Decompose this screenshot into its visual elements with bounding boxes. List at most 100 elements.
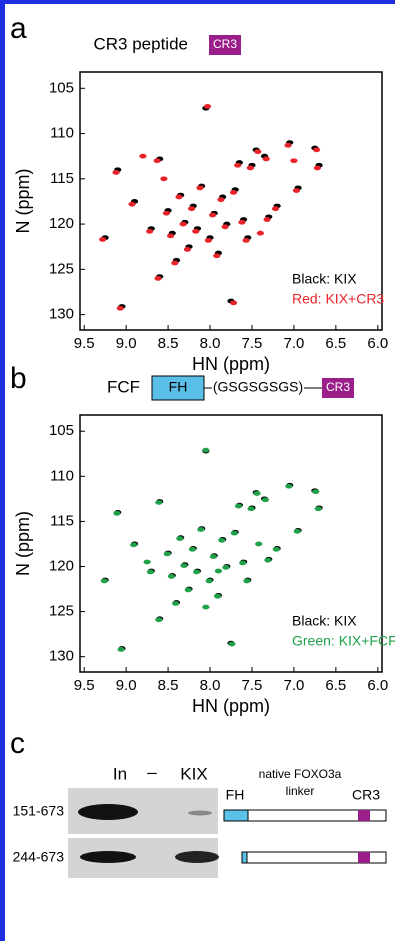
peak [197,527,204,532]
peak [112,170,119,175]
peak [188,206,195,211]
x-tick-label: 9.5 [74,677,95,694]
peak [171,261,178,266]
chart-title: CR3 peptide [93,34,188,53]
peak [202,605,209,610]
figure: a b c CR3 peptide CR3 FCF FH (GSGSGSGS) … [0,0,395,941]
x-tick-label: 7.0 [283,677,304,694]
peak [146,229,153,234]
x-tick-label: 8.0 [200,677,221,694]
peak [206,579,213,584]
peak [180,563,187,568]
legend-entry: Black: KIX [292,271,357,287]
cr3-domain [358,810,370,821]
peak [144,560,151,565]
peak [167,233,174,238]
peak [243,238,250,243]
peak [196,185,203,190]
x-tick-label: 6.5 [325,677,346,694]
peak [254,149,261,154]
peak [294,529,301,534]
y-tick-label: 105 [49,422,74,439]
peak [263,157,270,162]
fh-label: FH [169,379,188,395]
peak [228,642,235,647]
peak [262,497,269,502]
peak [180,222,187,227]
peak [215,569,222,574]
linker-label: (GSGSGSGS) [213,379,303,395]
peak [118,647,125,652]
peak [210,554,217,559]
legend-entry: Green: KIX+FCF [292,633,395,649]
row-label: 244-673 [13,849,65,865]
peak [113,511,120,516]
y-tick-label: 110 [50,467,74,484]
y-tick-label: 120 [49,557,74,574]
band [80,851,136,863]
x-tick-label: 7.5 [242,677,263,694]
chart-title: FCF [107,377,140,396]
peak [264,558,271,563]
lane-label: KIX [180,764,207,783]
peak [164,551,171,556]
lane-label: – [147,762,157,781]
peak [314,166,321,171]
peak [312,489,319,494]
band [175,851,219,863]
peak [192,229,199,234]
peak [313,147,320,152]
y-tick-label: 105 [49,79,74,96]
peak [189,547,196,552]
fh-domain [224,810,248,821]
peak [155,500,162,505]
peak [214,594,221,599]
y-tick-label: 115 [50,512,74,529]
peak [272,206,279,211]
peak [128,202,135,207]
peak [235,504,242,509]
x-tick-label: 9.0 [116,677,137,694]
border-top [0,0,395,4]
peak [255,542,262,547]
x-tick-label: 8.5 [158,335,179,352]
peak [168,574,175,579]
peak [147,570,154,575]
x-tick-label: 7.5 [242,335,263,352]
peak [117,306,124,311]
peak [238,220,245,225]
fh-domain [242,852,247,863]
band [78,804,138,820]
peak [218,538,225,543]
y-tick-label: 110 [50,125,74,142]
band [188,811,212,816]
x-axis-label: HN (ppm) [192,354,270,374]
peak [202,448,209,453]
peak [243,579,250,584]
peak [230,190,237,195]
peak [285,484,292,489]
peak [209,213,216,218]
diagram-label: linker [286,784,315,798]
y-tick-label: 125 [49,260,74,277]
peak [239,560,246,565]
peak [184,247,191,252]
peak [315,506,322,511]
peak [204,104,211,109]
peak [234,163,241,168]
peak [230,300,237,305]
y-tick-label: 120 [49,215,74,232]
peak [139,154,146,159]
peak [160,176,167,181]
y-axis-label: N (ppm) [13,511,33,576]
x-tick-label: 6.5 [325,335,346,352]
lane-label: In [113,764,127,783]
y-axis-label: N (ppm) [13,168,33,233]
peak [293,188,300,193]
x-axis-label: HN (ppm) [192,696,270,716]
tag: CR3 [213,37,237,51]
peak [273,547,280,552]
peak [248,506,255,511]
x-tick-label: 9.5 [74,335,95,352]
peak [185,588,192,593]
